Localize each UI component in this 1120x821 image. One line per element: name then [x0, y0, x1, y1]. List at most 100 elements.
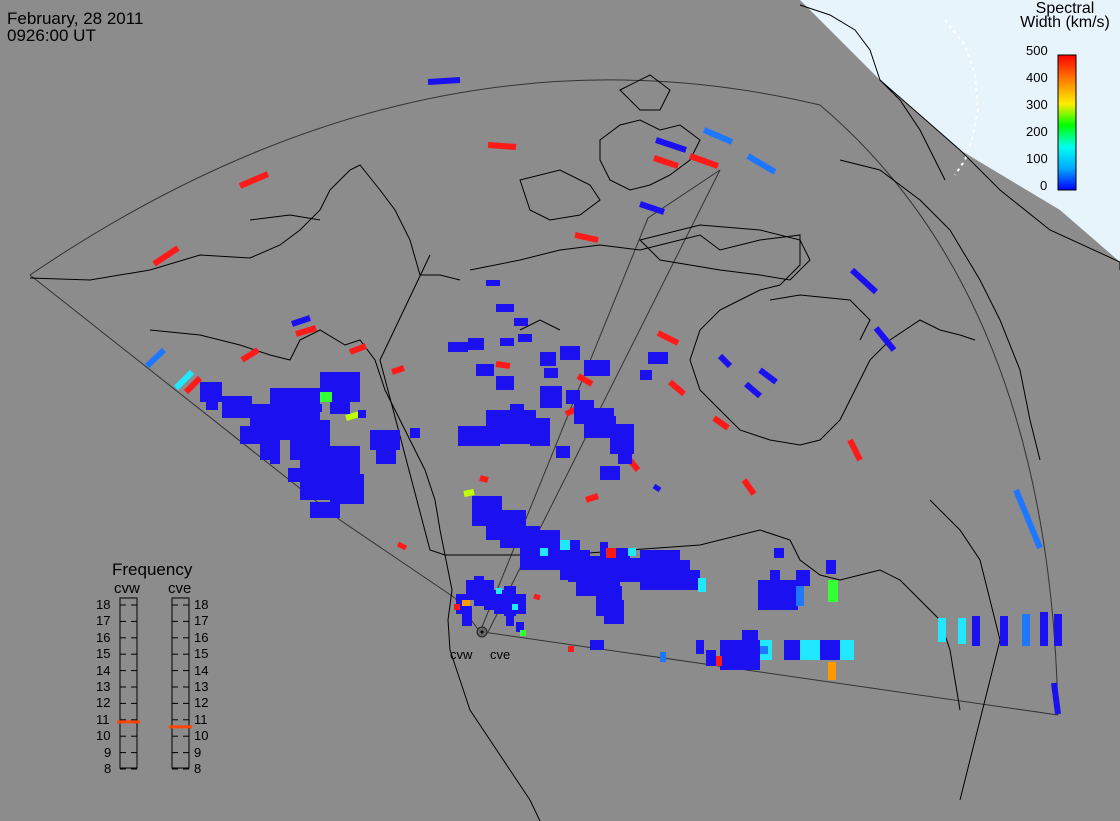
- echo-segment: [652, 483, 662, 493]
- echo-segment: [427, 77, 461, 85]
- echo-segment: [574, 232, 599, 243]
- echo-cell: [640, 370, 652, 380]
- echo-cell: [410, 428, 420, 438]
- frequency-marker-cve: [169, 725, 192, 729]
- echo-segment: [183, 375, 203, 395]
- radar-label-cve: cve: [490, 647, 511, 662]
- echo-cell: [568, 572, 578, 582]
- echo-segment: [348, 343, 368, 355]
- echo-segment: [291, 315, 311, 327]
- echo-segment: [741, 478, 757, 496]
- echo-cell: [462, 600, 470, 606]
- echo-cell: [680, 570, 700, 590]
- echo-cell: [628, 548, 636, 556]
- echo-cell: [660, 652, 666, 662]
- echo-cell: [972, 616, 980, 646]
- echo-cell: [312, 404, 322, 412]
- echo-cell: [742, 630, 758, 670]
- echo-cell: [500, 338, 514, 346]
- echo-segment: [479, 475, 489, 483]
- frequency-scale-label: 8: [194, 761, 202, 776]
- echo-cell: [590, 640, 604, 650]
- echo-cell: [310, 502, 340, 518]
- daylight-region: [800, 0, 1120, 262]
- echo-cell: [496, 588, 502, 594]
- echo-cell: [462, 606, 472, 626]
- echo-segment: [144, 347, 167, 369]
- echo-segment: [487, 142, 517, 150]
- frequency-scale-label: 9: [194, 744, 202, 760]
- echo-cell: [544, 368, 558, 378]
- echo-segment: [655, 137, 687, 153]
- echo-cell: [496, 304, 514, 312]
- frequency-scale-label: 12: [96, 695, 111, 711]
- frequency-scale-label: 8: [104, 761, 112, 776]
- echo-cell: [600, 542, 608, 548]
- echo-segment: [758, 367, 778, 385]
- echo-cell: [540, 548, 548, 556]
- frequency-scale-label: 17: [194, 613, 209, 629]
- colorbar-tick: 300: [1026, 97, 1048, 112]
- echo-cell: [518, 334, 532, 342]
- echo-segment: [463, 489, 475, 497]
- echo-cell: [466, 580, 476, 600]
- echo-cell: [504, 586, 516, 616]
- echo-cell: [1054, 614, 1062, 646]
- echo-cell: [1040, 612, 1048, 646]
- echo-cell: [606, 548, 616, 558]
- frequency-scale-label: 14: [194, 662, 209, 678]
- echo-cell: [530, 418, 550, 446]
- frequency-scale-label: 13: [96, 679, 111, 694]
- frequency-scale-label: 11: [96, 711, 110, 727]
- echo-segment: [345, 411, 361, 421]
- colorbar-tick: 100: [1026, 151, 1048, 166]
- echo-segment: [653, 155, 679, 169]
- echo-segment: [152, 245, 180, 267]
- echo-cell: [376, 446, 396, 464]
- echo-cell: [584, 360, 610, 376]
- frequency-scale-label: 14: [96, 662, 111, 678]
- frequency-boxes: [117, 597, 192, 770]
- frequency-scale-label: 15: [194, 646, 209, 662]
- date-label: February, 28 2011: [7, 9, 144, 28]
- echo-segment: [847, 438, 863, 462]
- colorbar-tick: 200: [1026, 124, 1048, 139]
- colorbar-tick: 0: [1040, 178, 1048, 193]
- echo-cell: [800, 640, 820, 660]
- echo-cell: [698, 578, 706, 592]
- echo-cell: [484, 580, 494, 610]
- echo-segment: [849, 267, 879, 295]
- echo-cell: [358, 410, 366, 418]
- fov-outline: [29, 79, 1059, 716]
- echo-segment: [240, 347, 260, 363]
- echo-segment: [688, 153, 720, 169]
- frequency-scale-label: 16: [96, 629, 111, 645]
- echo-segment: [639, 201, 665, 215]
- frequency-scale-label: 10: [96, 728, 111, 744]
- echo-cell: [330, 474, 364, 504]
- echo-cell: [696, 640, 704, 654]
- echo-segment: [173, 369, 195, 391]
- echo-cell: [240, 426, 260, 444]
- frequency-scale-label: 16: [194, 629, 209, 645]
- colorbar-title-line2: Width (km/s): [1020, 14, 1110, 31]
- echo-cell: [610, 424, 634, 454]
- echo-cell: [706, 650, 716, 666]
- echo-cell: [618, 450, 632, 464]
- echo-cell: [560, 540, 570, 550]
- frequency-scale-label: 10: [194, 728, 209, 744]
- echo-cell: [506, 614, 514, 626]
- echo-cell: [938, 618, 946, 642]
- echo-cell: [828, 580, 838, 602]
- echo-cell: [784, 640, 804, 660]
- echo-segment: [744, 381, 762, 399]
- frequency-title: Frequency: [112, 560, 193, 579]
- echo-cell: [826, 560, 836, 574]
- frequency-scale-label: 12: [194, 695, 209, 711]
- colorbar-title-line1: Spectral: [1035, 0, 1095, 17]
- echo-cell: [1022, 614, 1030, 646]
- terminator-line: [944, 19, 980, 176]
- echo-cell: [1000, 616, 1008, 646]
